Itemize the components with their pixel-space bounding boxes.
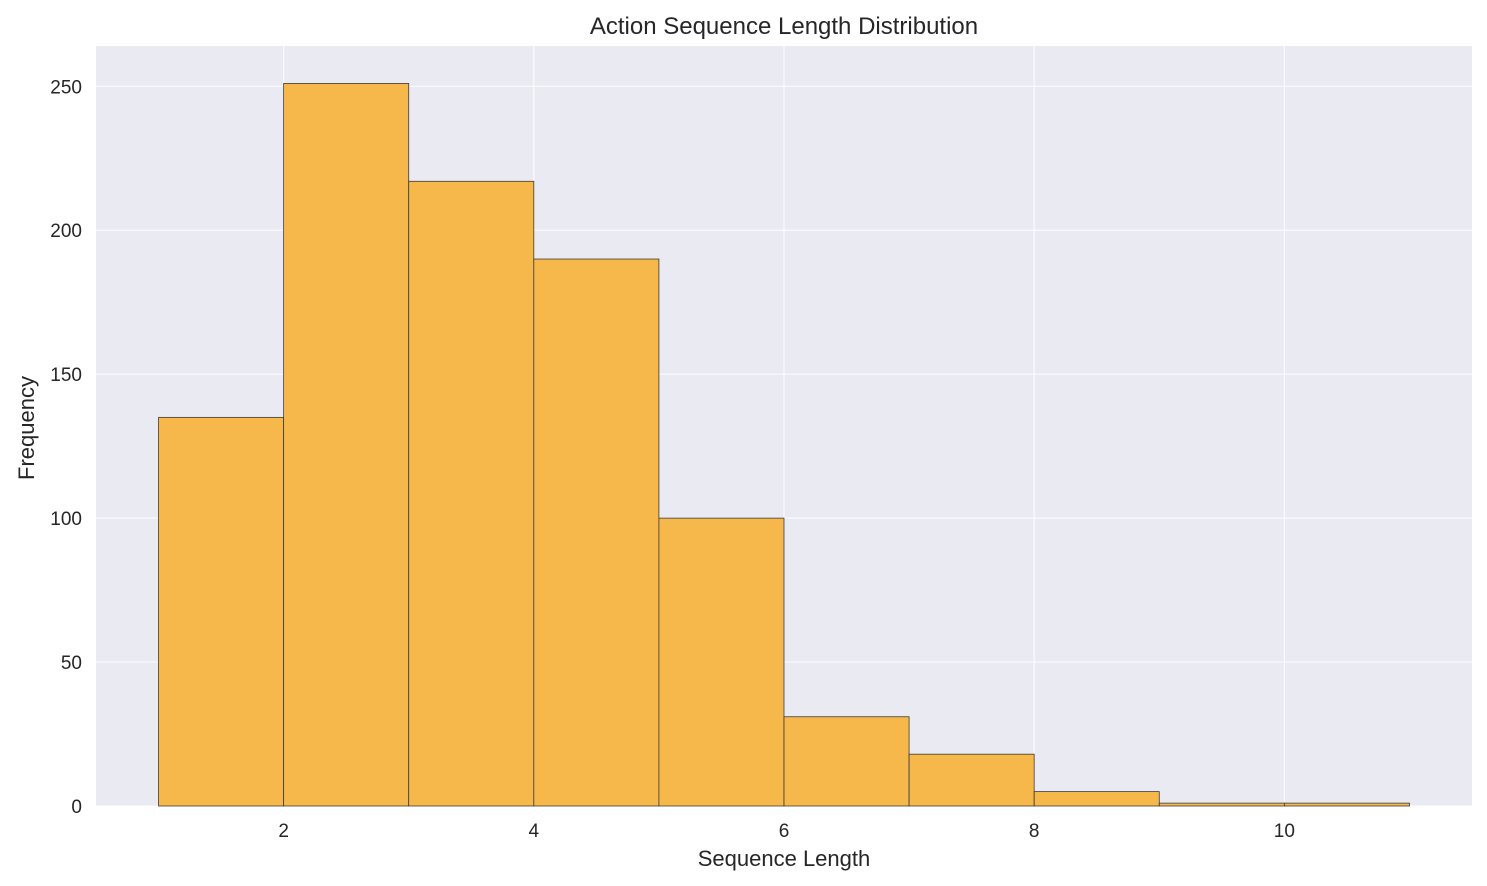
y-tick-label: 250 — [50, 77, 82, 98]
histogram-bar — [658, 517, 785, 807]
x-tick-label: 2 — [278, 821, 289, 842]
x-axis-ticks: 2 4 6 8 10 — [278, 821, 1295, 842]
y-axis-label: Frequency — [14, 376, 39, 480]
histogram-bar — [908, 753, 1035, 807]
x-tick-label: 4 — [529, 821, 540, 842]
x-tick-label: 10 — [1274, 821, 1295, 842]
histogram-bar — [1033, 791, 1160, 807]
histogram-bar — [283, 83, 410, 807]
histogram-bar — [1158, 802, 1285, 807]
histogram-bar — [533, 258, 660, 807]
histogram-bar — [783, 716, 910, 807]
x-tick-label: 8 — [1029, 821, 1040, 842]
y-tick-label: 200 — [50, 221, 82, 242]
histogram-bar — [158, 416, 285, 807]
chart-title: Action Sequence Length Distribution — [590, 13, 978, 40]
y-tick-label: 50 — [61, 653, 82, 674]
y-axis-ticks: 0 50 100 150 200 250 — [50, 77, 82, 818]
x-tick-label: 6 — [779, 821, 790, 842]
histogram-bar — [1283, 802, 1410, 807]
y-tick-label: 150 — [50, 365, 82, 386]
histogram-bar — [408, 180, 535, 807]
y-tick-label: 0 — [71, 797, 82, 818]
x-axis-label: Sequence Length — [698, 846, 871, 871]
y-tick-label: 100 — [50, 509, 82, 530]
bars-group — [158, 83, 1410, 807]
